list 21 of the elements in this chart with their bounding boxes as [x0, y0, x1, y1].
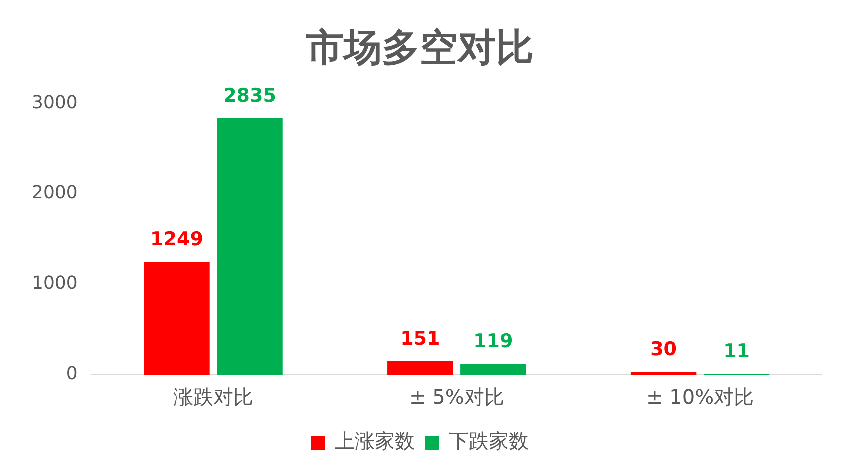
bar	[144, 262, 210, 375]
data-label: 151	[400, 328, 440, 350]
data-label: 119	[474, 330, 514, 353]
x-tick-label: ± 10%对比	[646, 385, 754, 410]
y-tick-label: 1000	[32, 273, 78, 294]
data-label: 1249	[150, 228, 204, 250]
bar	[460, 364, 526, 375]
data-label: 2835	[224, 84, 276, 107]
legend-label: 上涨家数	[335, 429, 415, 454]
y-tick-label: 2000	[32, 182, 78, 204]
bar	[388, 361, 454, 375]
data-label: 11	[724, 340, 750, 362]
bar	[217, 118, 283, 375]
data-label: 30	[650, 338, 678, 361]
bar	[630, 372, 697, 375]
y-tick-label: 0	[66, 364, 78, 385]
chart-title: 市场多空对比	[306, 26, 534, 70]
legend-label: 下跌家数	[449, 429, 529, 454]
x-tick-label: ± 5%对比	[409, 385, 504, 410]
x-tick-label: 涨跌对比	[174, 385, 254, 410]
y-tick-label: 3000	[32, 92, 78, 114]
